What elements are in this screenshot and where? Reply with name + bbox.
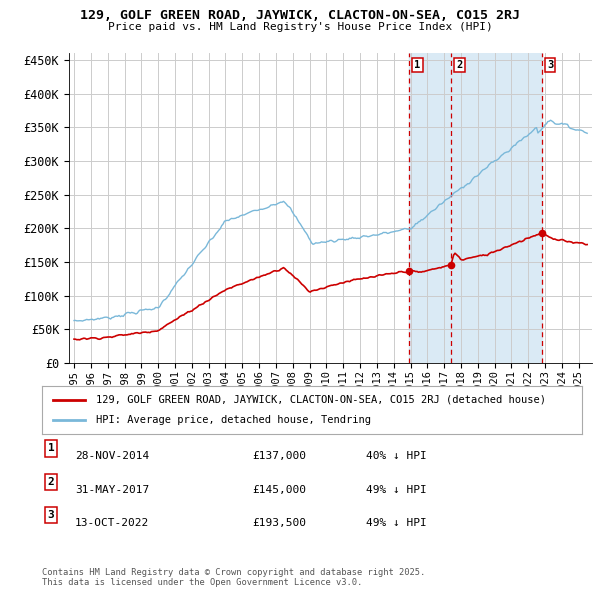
Text: 31-MAY-2017: 31-MAY-2017 (75, 485, 149, 495)
Text: £145,000: £145,000 (252, 485, 306, 495)
Text: 28-NOV-2014: 28-NOV-2014 (75, 451, 149, 461)
Text: 40% ↓ HPI: 40% ↓ HPI (366, 451, 427, 461)
Text: Contains HM Land Registry data © Crown copyright and database right 2025.
This d: Contains HM Land Registry data © Crown c… (42, 568, 425, 587)
Text: £137,000: £137,000 (252, 451, 306, 461)
Text: 2: 2 (47, 477, 55, 487)
Text: 129, GOLF GREEN ROAD, JAYWICK, CLACTON-ON-SEA, CO15 2RJ (detached house): 129, GOLF GREEN ROAD, JAYWICK, CLACTON-O… (96, 395, 546, 405)
Text: 2: 2 (457, 60, 463, 70)
Text: HPI: Average price, detached house, Tendring: HPI: Average price, detached house, Tend… (96, 415, 371, 425)
Text: 129, GOLF GREEN ROAD, JAYWICK, CLACTON-ON-SEA, CO15 2RJ: 129, GOLF GREEN ROAD, JAYWICK, CLACTON-O… (80, 9, 520, 22)
Text: 1: 1 (414, 60, 421, 70)
Bar (409, 53, 542, 363)
Text: 49% ↓ HPI: 49% ↓ HPI (366, 518, 427, 528)
Text: 1: 1 (47, 444, 55, 453)
Text: 13-OCT-2022: 13-OCT-2022 (75, 518, 149, 528)
Text: Price paid vs. HM Land Registry's House Price Index (HPI): Price paid vs. HM Land Registry's House … (107, 22, 493, 32)
Text: 49% ↓ HPI: 49% ↓ HPI (366, 485, 427, 495)
Text: £193,500: £193,500 (252, 518, 306, 528)
Text: 3: 3 (547, 60, 553, 70)
Text: 3: 3 (47, 510, 55, 520)
